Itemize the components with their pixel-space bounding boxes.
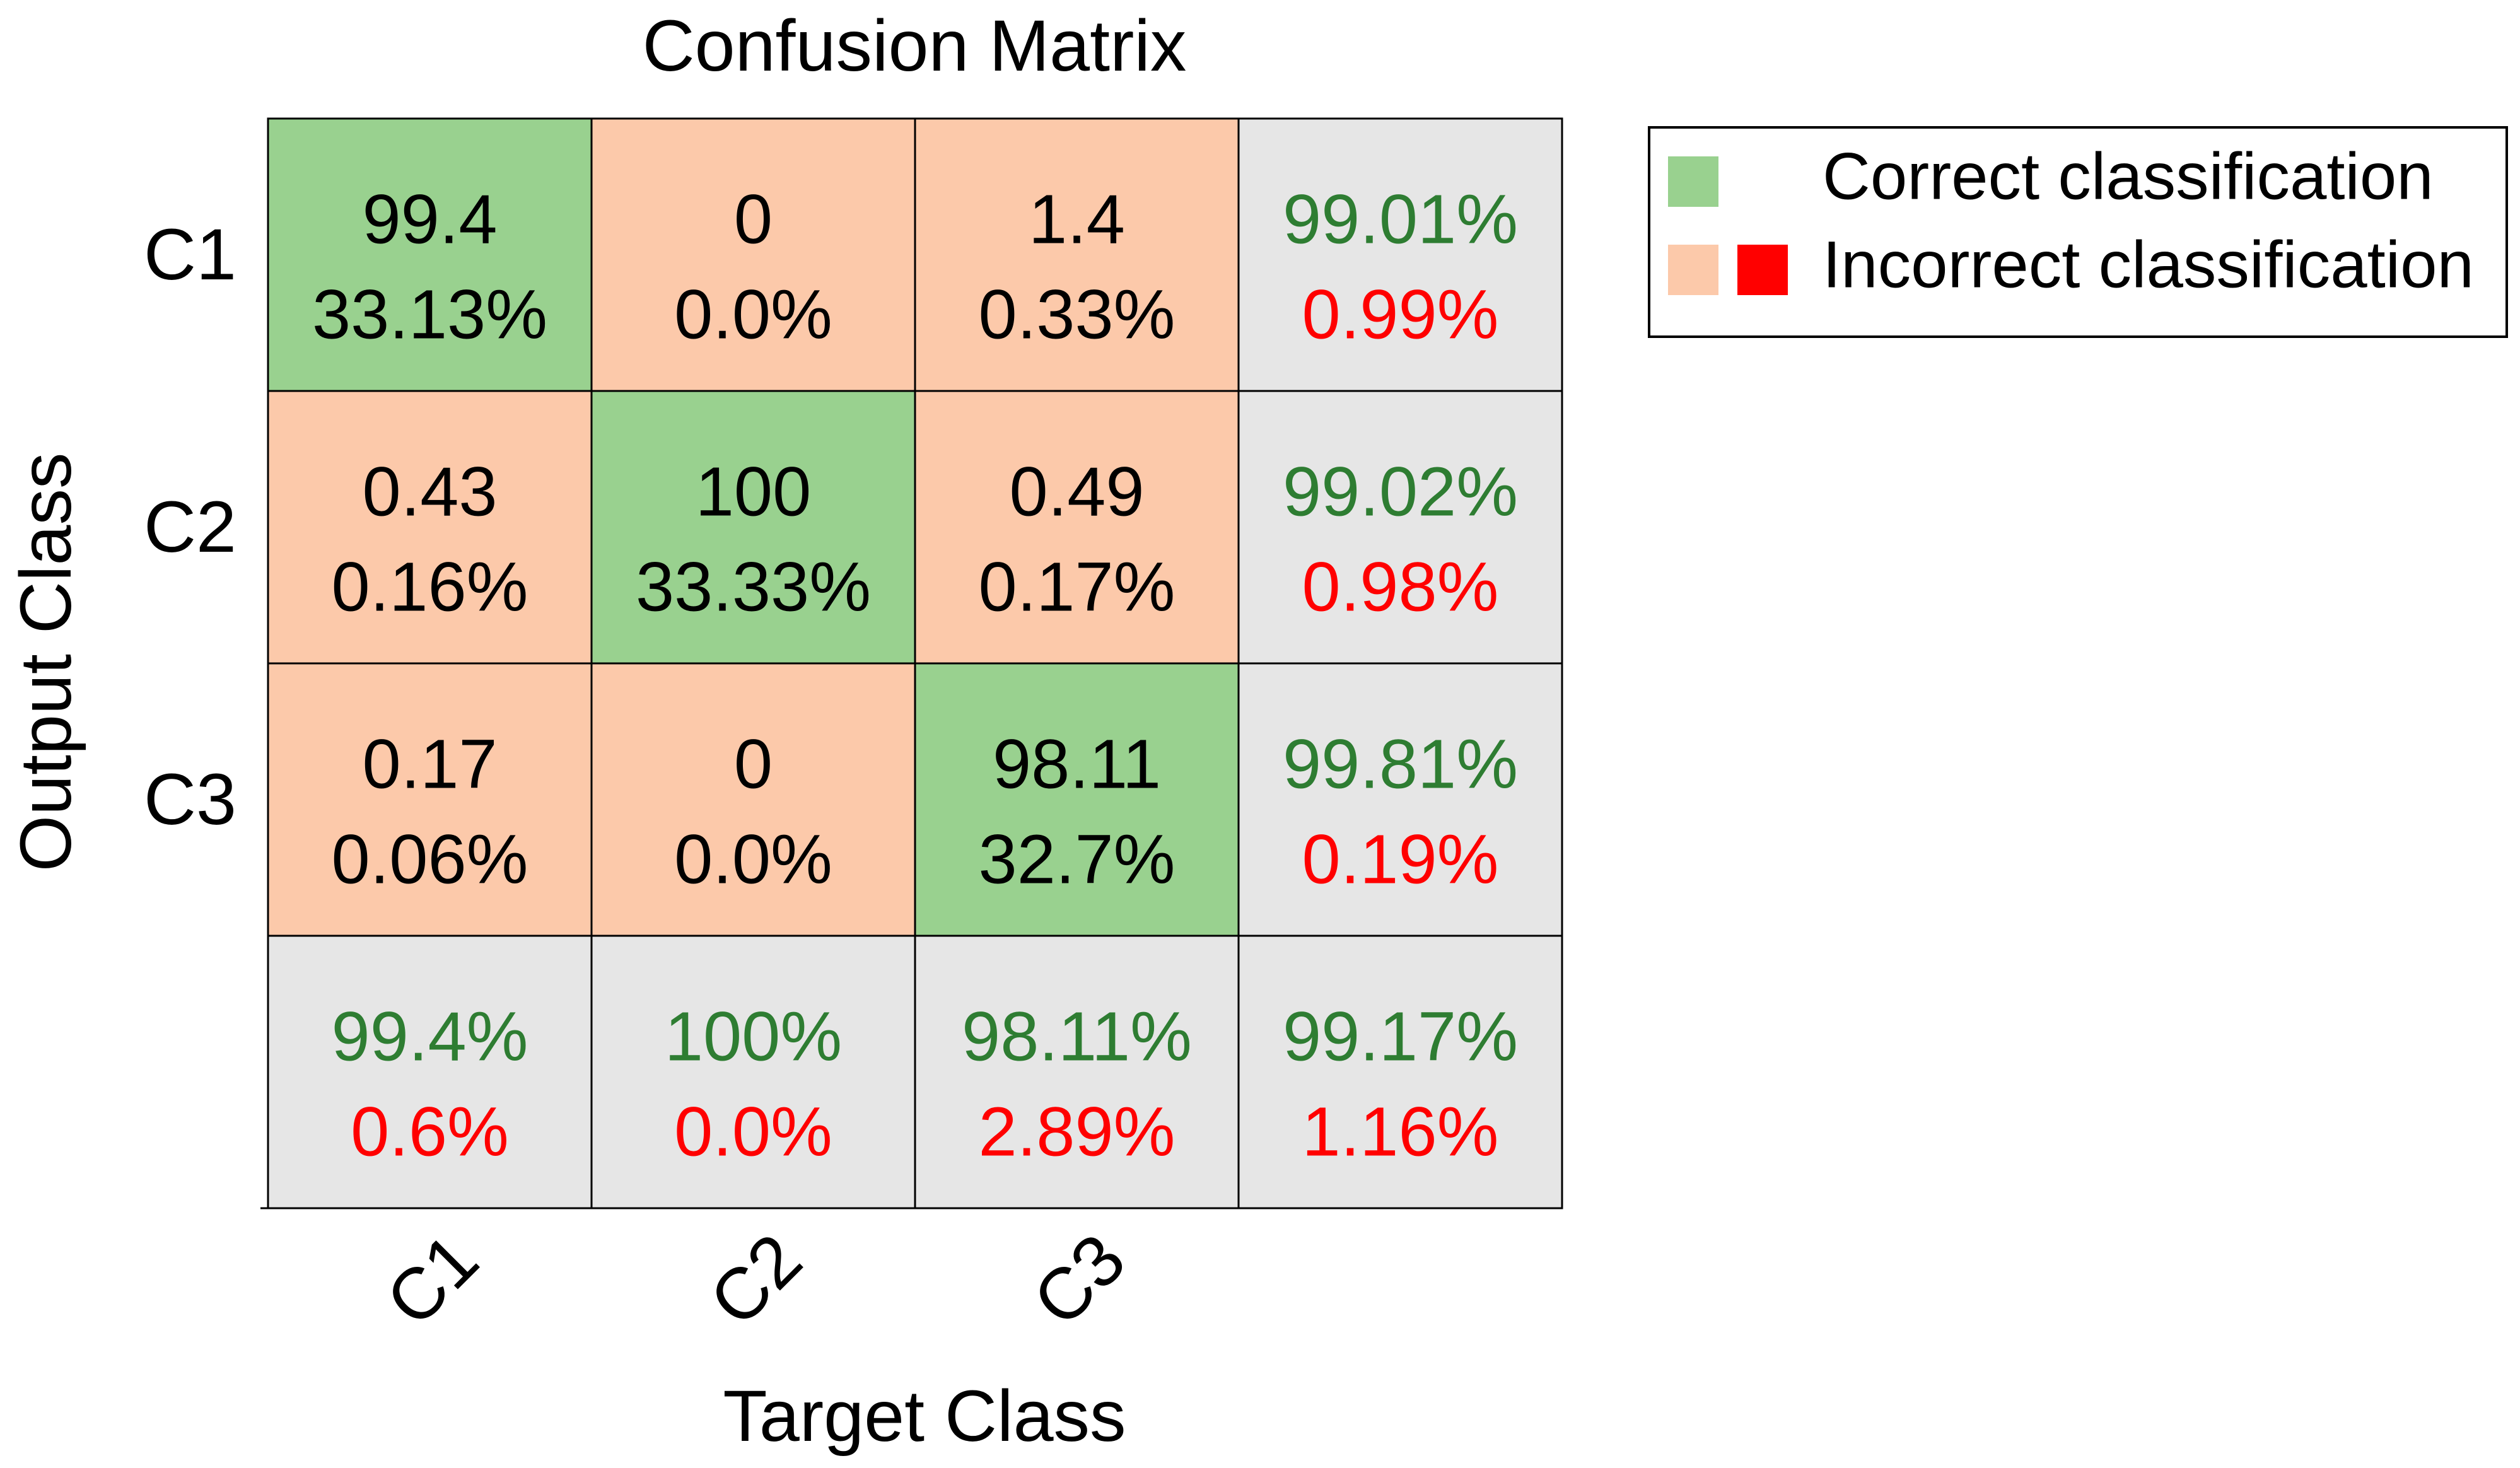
column-summary-cell-3-bg	[914, 935, 1240, 1209]
y-tick-label-3: C3	[144, 759, 236, 840]
x-tick-label-3: C3	[1018, 1219, 1140, 1341]
matrix-cell-r1-c1-bg	[267, 117, 593, 392]
matrix-cell-r3-c2: 0 0.0%	[590, 662, 916, 937]
column-summary-cell-1-bottom: 0.6%	[351, 1093, 509, 1171]
matrix-cell-r2-c1-top: 0.43	[362, 453, 497, 531]
matrix-cell-r3-c2-bg	[590, 662, 916, 937]
matrix-cell-r2-c3-top: 0.49	[1009, 453, 1144, 531]
matrix-cell-r2-c3-bg	[914, 390, 1240, 665]
legend-swatch-2-2	[1737, 245, 1788, 295]
matrix-cell-r1-c2-bg	[590, 117, 916, 392]
column-summary-cell-2-top: 100%	[665, 998, 842, 1076]
matrix-cell-r2-c2-bottom: 33.33%	[636, 549, 871, 626]
row-summary-cell-1-bg	[1237, 117, 1563, 392]
matrix-cell-r1-c1-top: 99.4	[362, 181, 497, 259]
matrix-cell-r3-c3: 98.11 32.7%	[914, 662, 1240, 937]
matrix-cell-r1-c2-bottom: 0.0%	[674, 276, 832, 354]
row-summary-cell-3-top: 99.81%	[1283, 726, 1518, 803]
y-tick-labels: C1 C2 C3	[144, 214, 236, 840]
overall-summary-cell-top: 99.17%	[1283, 998, 1518, 1076]
legend-label-1: Correct classification	[1823, 140, 2434, 214]
matrix-cell-r3-c1: 0.17 0.06%	[267, 662, 593, 937]
row-summary-cell-1-top: 99.01%	[1283, 181, 1518, 259]
matrix-cell-r2-c2-bg	[590, 390, 916, 665]
column-summary-cell-3-top: 98.11%	[962, 998, 1192, 1076]
row-summary-cell-1-bottom: 0.99%	[1302, 276, 1499, 354]
column-summary-cell-3: 98.11% 2.89%	[914, 935, 1240, 1209]
matrix-cell-r1-c1-bottom: 33.13%	[312, 276, 547, 354]
matrix-cell-r3-c2-top: 0	[734, 726, 773, 803]
x-axis-label: Target Class	[723, 1376, 1126, 1457]
y-tick-label-2: C2	[144, 487, 236, 568]
y-tick-label-1: C1	[144, 214, 236, 295]
matrix-cell-r3-c3-top: 98.11	[993, 726, 1161, 803]
matrix-cell-r1-c1: 99.4 33.13%	[267, 117, 593, 392]
row-summary-cell-3-bottom: 0.19%	[1302, 821, 1499, 899]
matrix-cell-r1-c3: 1.4 0.33%	[914, 117, 1240, 392]
matrix-cell-r1-c2-top: 0	[734, 181, 773, 259]
matrix-cell-r3-c1-bottom: 0.06%	[332, 821, 528, 899]
matrix-cell-r3-c2-bottom: 0.0%	[674, 821, 832, 899]
chart-title: Confusion Matrix	[643, 6, 1187, 86]
matrix-cell-r3-c1-top: 0.17	[362, 726, 497, 803]
y-axis-label: Output Class	[6, 453, 86, 872]
legend-box	[1648, 126, 2508, 338]
column-summary-cell-2-bottom: 0.0%	[674, 1093, 832, 1171]
overall-summary-cell-bg	[1237, 935, 1563, 1209]
matrix-cell-r3-c3-bottom: 32.7%	[979, 821, 1175, 899]
row-summary-cell-2-bg	[1237, 390, 1563, 665]
x-tick-label-1: C1	[371, 1219, 493, 1341]
column-summary-cell-1-top: 99.4%	[332, 998, 528, 1076]
legend-label-2: Incorrect classification	[1823, 228, 2474, 302]
matrix-cell-r2-c1-bottom: 0.16%	[332, 549, 528, 626]
matrix-cell-r2-c1: 0.43 0.16%	[267, 390, 593, 665]
x-tick-labels: C1 C2 C3	[371, 1219, 1140, 1341]
legend-swatch-2-1	[1668, 245, 1718, 295]
row-summary-cell-1: 99.01% 0.99%	[1237, 117, 1563, 392]
overall-summary-cell-bottom: 1.16%	[1302, 1093, 1499, 1171]
legend: Correct classification Incorrect classifi…	[1648, 126, 2508, 338]
column-summary-cell-3-bottom: 2.89%	[979, 1093, 1175, 1171]
row-summary-cell-2-bottom: 0.98%	[1302, 549, 1499, 626]
matrix-cell-r1-c3-top: 1.4	[1029, 181, 1125, 259]
matrix-cell-r1-c2: 0 0.0%	[590, 117, 916, 392]
row-summary-cell-2: 99.02% 0.98%	[1237, 390, 1563, 665]
matrix-grid: 99.4 33.13% 0 0.0% 1.4 0.33% 0.43 0.16% 100 33.33…	[260, 117, 1563, 1209]
matrix-cell-r2-c2-top: 100	[696, 453, 812, 531]
matrix-cell-r2-c3: 0.49 0.17%	[914, 390, 1240, 665]
matrix-cell-r2-c2: 100 33.33%	[590, 390, 916, 665]
column-summary-cell-1: 99.4% 0.6%	[267, 935, 593, 1209]
matrix-cell-r3-c1-bg	[267, 662, 593, 937]
column-summary-cell-2-bg	[590, 935, 916, 1209]
legend-swatch-1-1	[1668, 156, 1718, 207]
matrix-cell-r1-c3-bottom: 0.33%	[979, 276, 1175, 354]
column-summary-cell-1-bg	[267, 935, 593, 1209]
x-tick-label-2: C2	[694, 1219, 817, 1341]
row-summary-cell-2-top: 99.02%	[1283, 453, 1518, 531]
matrix-cell-r2-c1-bg	[267, 390, 593, 665]
matrix-cell-r2-c3-bottom: 0.17%	[979, 549, 1175, 626]
overall-summary-cell: 99.17% 1.16%	[1237, 935, 1563, 1209]
row-summary-cell-3: 99.81% 0.19%	[1237, 662, 1563, 937]
matrix-cell-r1-c3-bg	[914, 117, 1240, 392]
row-summary-cell-3-bg	[1237, 662, 1563, 937]
column-summary-cell-2: 100% 0.0%	[590, 935, 916, 1209]
